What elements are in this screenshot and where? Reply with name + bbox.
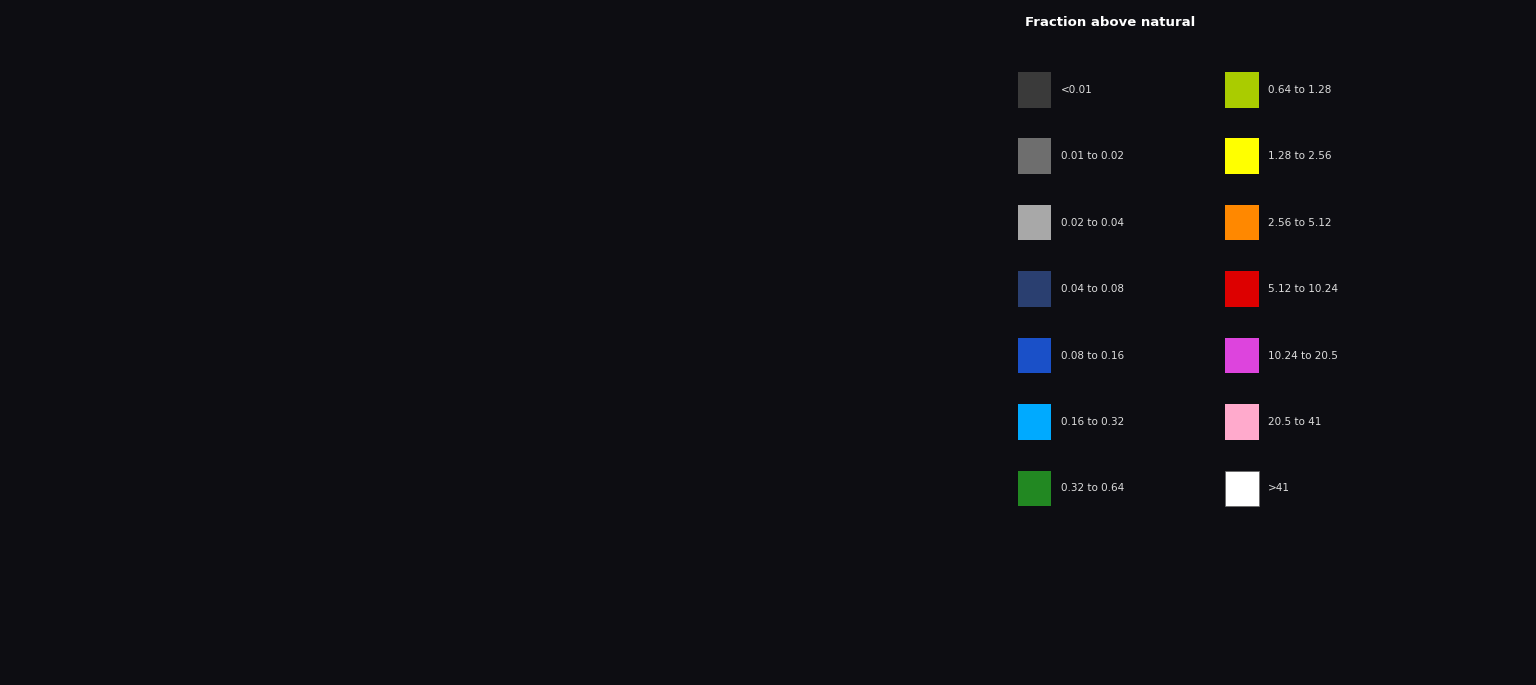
- Bar: [1017, 338, 1051, 373]
- Text: <0.01: <0.01: [1060, 85, 1092, 95]
- Text: 0.02 to 0.04: 0.02 to 0.04: [1060, 218, 1124, 227]
- Text: 20.5 to 41: 20.5 to 41: [1269, 417, 1321, 427]
- Text: 0.16 to 0.32: 0.16 to 0.32: [1060, 417, 1124, 427]
- Bar: [1226, 205, 1258, 240]
- Bar: [1226, 271, 1258, 307]
- Bar: [1226, 404, 1258, 440]
- Text: 0.04 to 0.08: 0.04 to 0.08: [1060, 284, 1124, 294]
- Bar: [1226, 138, 1258, 174]
- Bar: [1017, 471, 1051, 506]
- Text: 0.01 to 0.02: 0.01 to 0.02: [1060, 151, 1124, 161]
- Text: 0.64 to 1.28: 0.64 to 1.28: [1269, 85, 1332, 95]
- Text: 2.56 to 5.12: 2.56 to 5.12: [1269, 218, 1332, 227]
- Text: 0.08 to 0.16: 0.08 to 0.16: [1060, 351, 1124, 360]
- Bar: [1226, 338, 1258, 373]
- Text: >41: >41: [1269, 484, 1290, 493]
- Bar: [1017, 138, 1051, 174]
- Bar: [1017, 72, 1051, 108]
- Text: Fraction above natural: Fraction above natural: [1026, 16, 1195, 29]
- Text: 10.24 to 20.5: 10.24 to 20.5: [1269, 351, 1338, 360]
- Bar: [1226, 72, 1258, 108]
- Bar: [1017, 271, 1051, 307]
- Text: 5.12 to 10.24: 5.12 to 10.24: [1269, 284, 1338, 294]
- Text: 0.32 to 0.64: 0.32 to 0.64: [1060, 484, 1124, 493]
- Bar: [1017, 404, 1051, 440]
- Bar: [1017, 205, 1051, 240]
- Bar: [1226, 471, 1258, 506]
- Text: 1.28 to 2.56: 1.28 to 2.56: [1269, 151, 1332, 161]
